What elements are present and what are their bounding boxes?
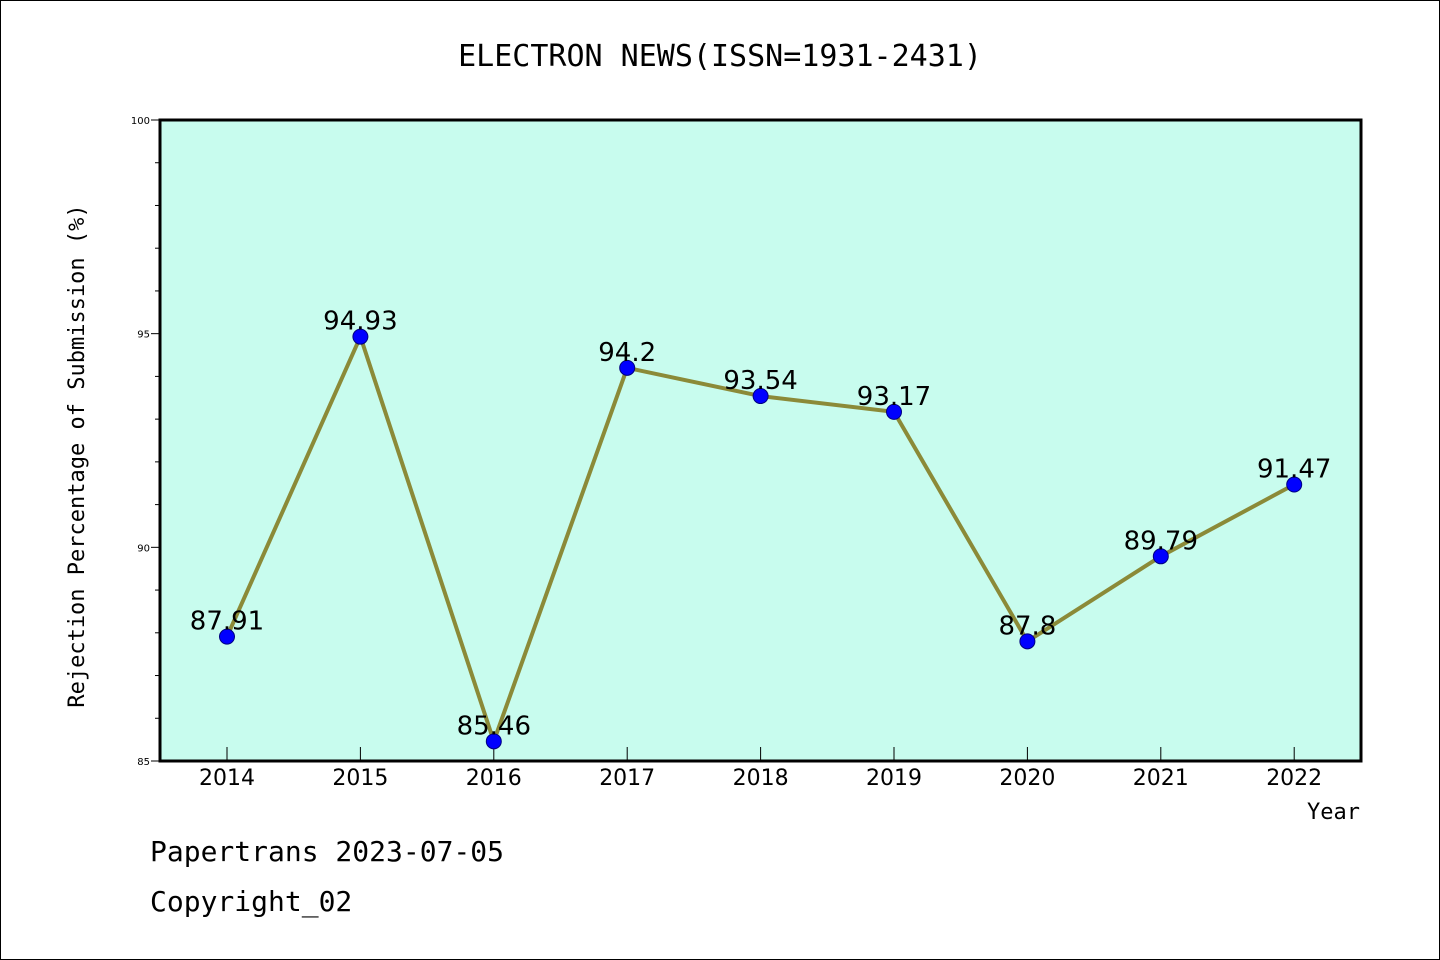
data-label: 93.54: [723, 366, 797, 396]
data-label: 94.93: [323, 307, 397, 337]
data-label: 93.17: [857, 382, 931, 412]
x-tick-label: 2017: [599, 766, 655, 791]
data-point: [619, 359, 636, 376]
footer-date: Papertrans 2023-07-05: [150, 835, 505, 868]
y-axis-label: Rejection Percentage of Submission (%): [65, 204, 90, 707]
x-tick-label: 2021: [1133, 766, 1189, 791]
data-label: 89.79: [1124, 526, 1198, 556]
y-tick-label: 90: [137, 543, 150, 554]
y-tick-label: 85: [137, 757, 150, 768]
data-point: [1286, 476, 1303, 493]
data-labels: 87.91 94.93 85.46 94.2 93.54 93.17 87.8 89.79 91…: [190, 307, 1332, 742]
series-markers: [219, 328, 1303, 750]
x-tick-label: 2014: [199, 766, 255, 791]
x-tick-label: 2015: [332, 766, 388, 791]
x-tick-label: 2018: [733, 766, 789, 791]
data-label: 94.2: [598, 338, 656, 368]
x-tick-label: 2019: [866, 766, 922, 791]
x-tick-label: 2016: [466, 766, 522, 791]
y-axis: 85 90 95 100: [131, 116, 160, 768]
data-label: 91.47: [1257, 455, 1331, 485]
data-point: [886, 403, 902, 420]
data-point: [1152, 548, 1169, 565]
x-axis-label: Year: [1307, 800, 1360, 825]
footer-copyright: Copyright_02: [150, 885, 353, 918]
x-tick-label: 2022: [1266, 766, 1322, 791]
data-label: 85.46: [457, 711, 531, 741]
data-point: [752, 388, 769, 405]
data-point: [1019, 633, 1036, 650]
x-axis: 2014 2015 2016 2017 2018 2019 2020 2021 2022: [199, 747, 1322, 791]
y-tick-label: 100: [131, 116, 150, 127]
data-point: [485, 733, 502, 750]
data-label: 87.91: [190, 607, 264, 637]
y-tick-label: 95: [137, 330, 150, 341]
chart-title: ELECTRON NEWS(ISSN=1931-2431): [458, 39, 982, 74]
data-label: 87.8: [998, 611, 1056, 641]
data-point: [352, 328, 369, 345]
x-tick-label: 2020: [999, 766, 1055, 791]
plot-border: [158, 118, 1363, 763]
data-point: [219, 628, 235, 645]
plot-area: [160, 120, 1361, 761]
